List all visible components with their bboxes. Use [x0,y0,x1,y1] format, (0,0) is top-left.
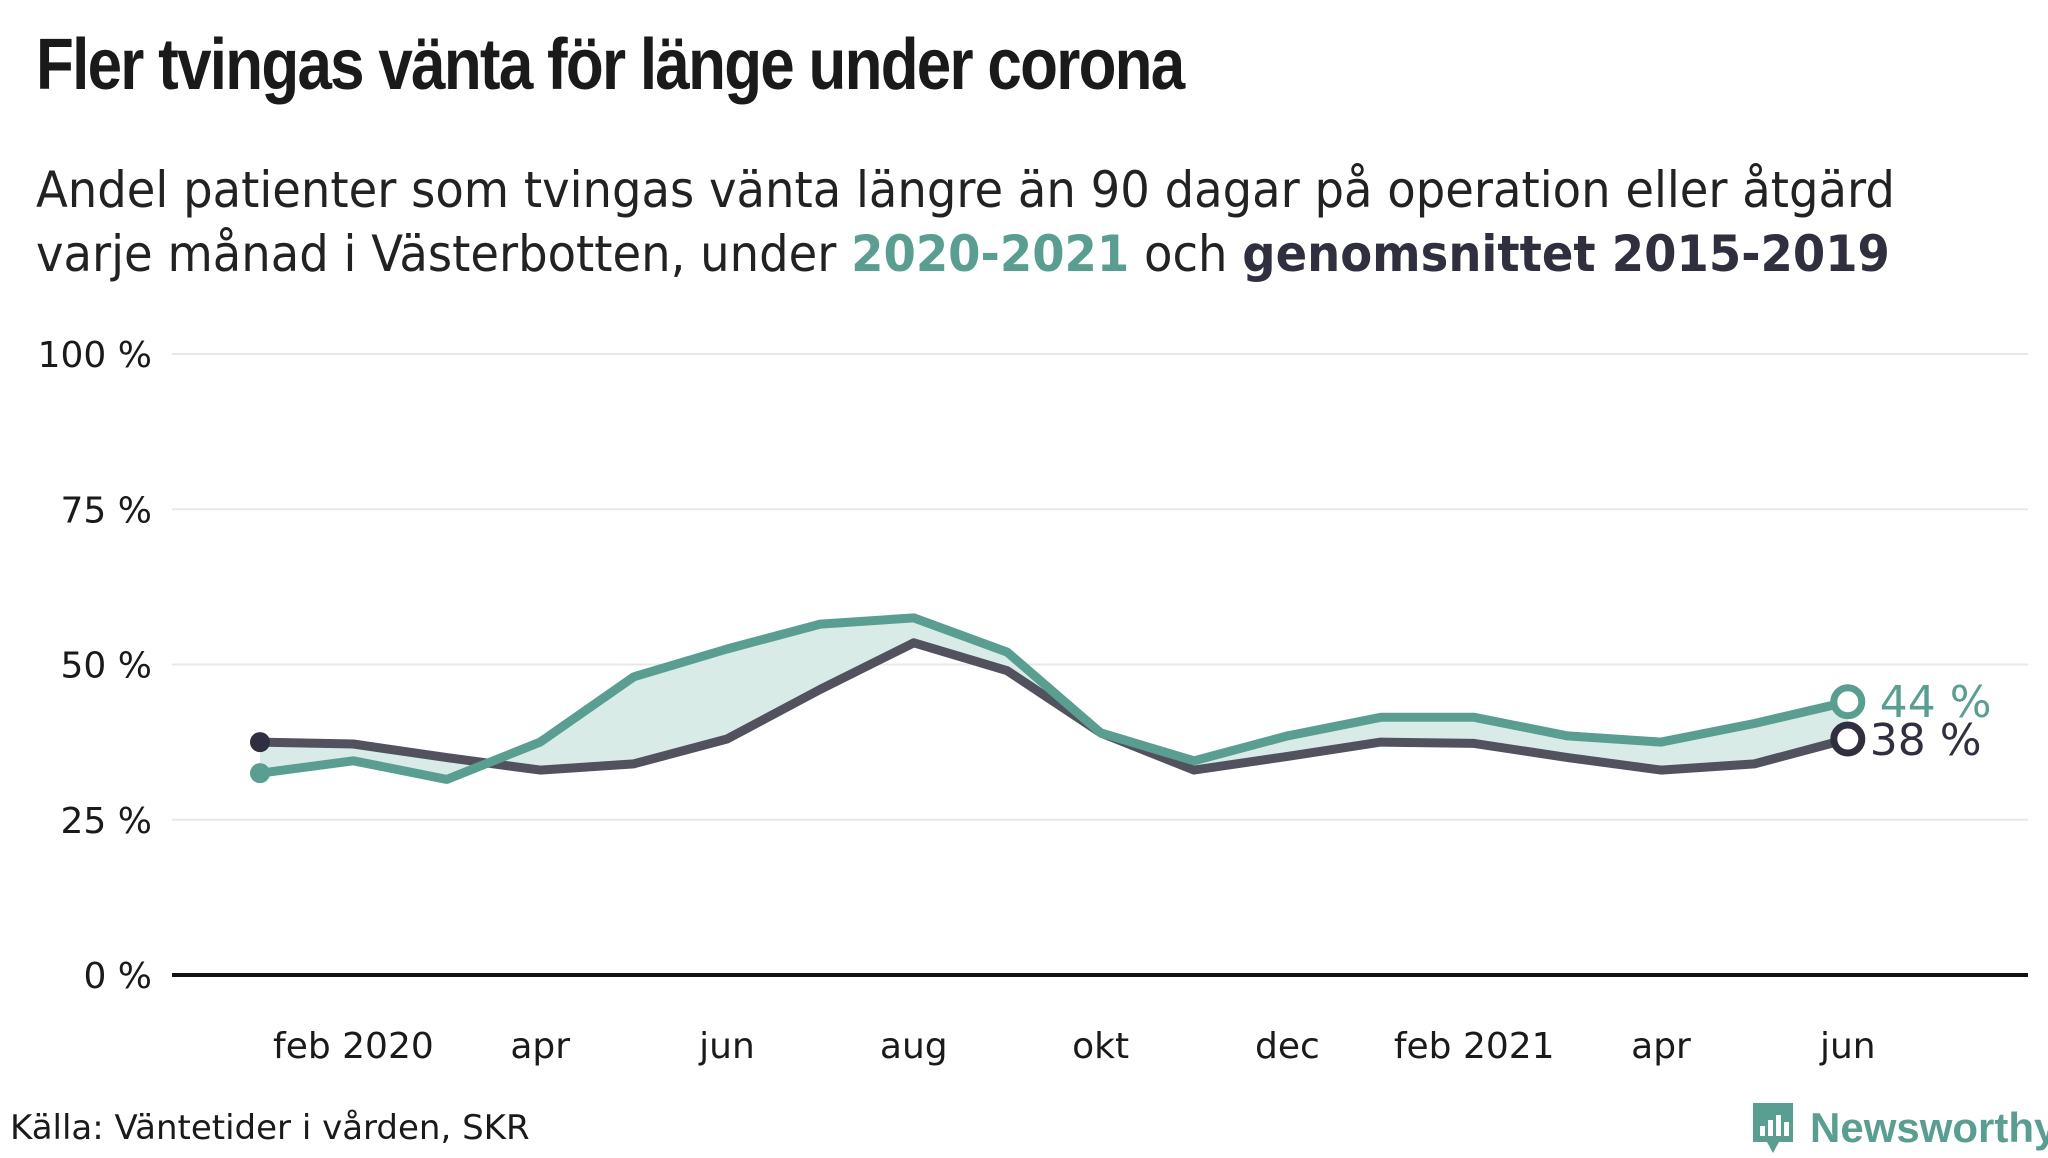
x-tick-label: apr [1631,1026,1691,1067]
newsworthy-logo-icon [1753,1103,1793,1153]
x-tick-label: feb 2021 [1394,1026,1555,1067]
end-point-recent [1830,684,1866,720]
x-tick-label: apr [510,1026,570,1067]
subtitle-text-1: Andel patienter som tvingas vänta längre… [36,161,1895,283]
subtitle-highlight-recent: 2020-2021 [851,225,1130,283]
chart-title: Fler tvingas vänta för länge under coron… [36,25,1185,105]
start-point-average [250,732,270,753]
chart-subtitle: Andel patienter som tvingas vänta längre… [36,158,1905,286]
y-tick-label: 100 % [38,335,152,376]
x-tick-label: feb 2020 [273,1026,434,1067]
y-tick-label: 75 % [61,490,152,531]
subtitle-text-2: och [1129,225,1243,283]
end-label-recent: 44 % [1880,677,1992,728]
x-tick-label: jun [698,1026,755,1067]
series-line-recent [255,613,1853,784]
brand-logo: Newsworthy [1750,1098,2048,1158]
y-tick-label: 50 % [61,646,152,687]
x-tick-label: okt [1072,1026,1129,1067]
end-point-average [1830,721,1866,757]
source-note: Källa: Väntetider i vården, SKR [10,1108,530,1148]
y-tick-label: 0 % [83,956,152,997]
y-tick-label: 25 % [61,801,152,842]
subtitle-highlight-average: genomsnittet 2015-2019 [1242,225,1890,283]
series-line-average [255,638,1853,775]
start-point-recent [250,763,270,784]
end-label-average: 38 % [1870,715,1982,766]
x-tick-label: aug [880,1026,948,1067]
x-tick-label: jun [1819,1026,1876,1067]
brand-name: Newsworthy [1810,1104,2048,1151]
x-tick-label: dec [1255,1026,1320,1067]
